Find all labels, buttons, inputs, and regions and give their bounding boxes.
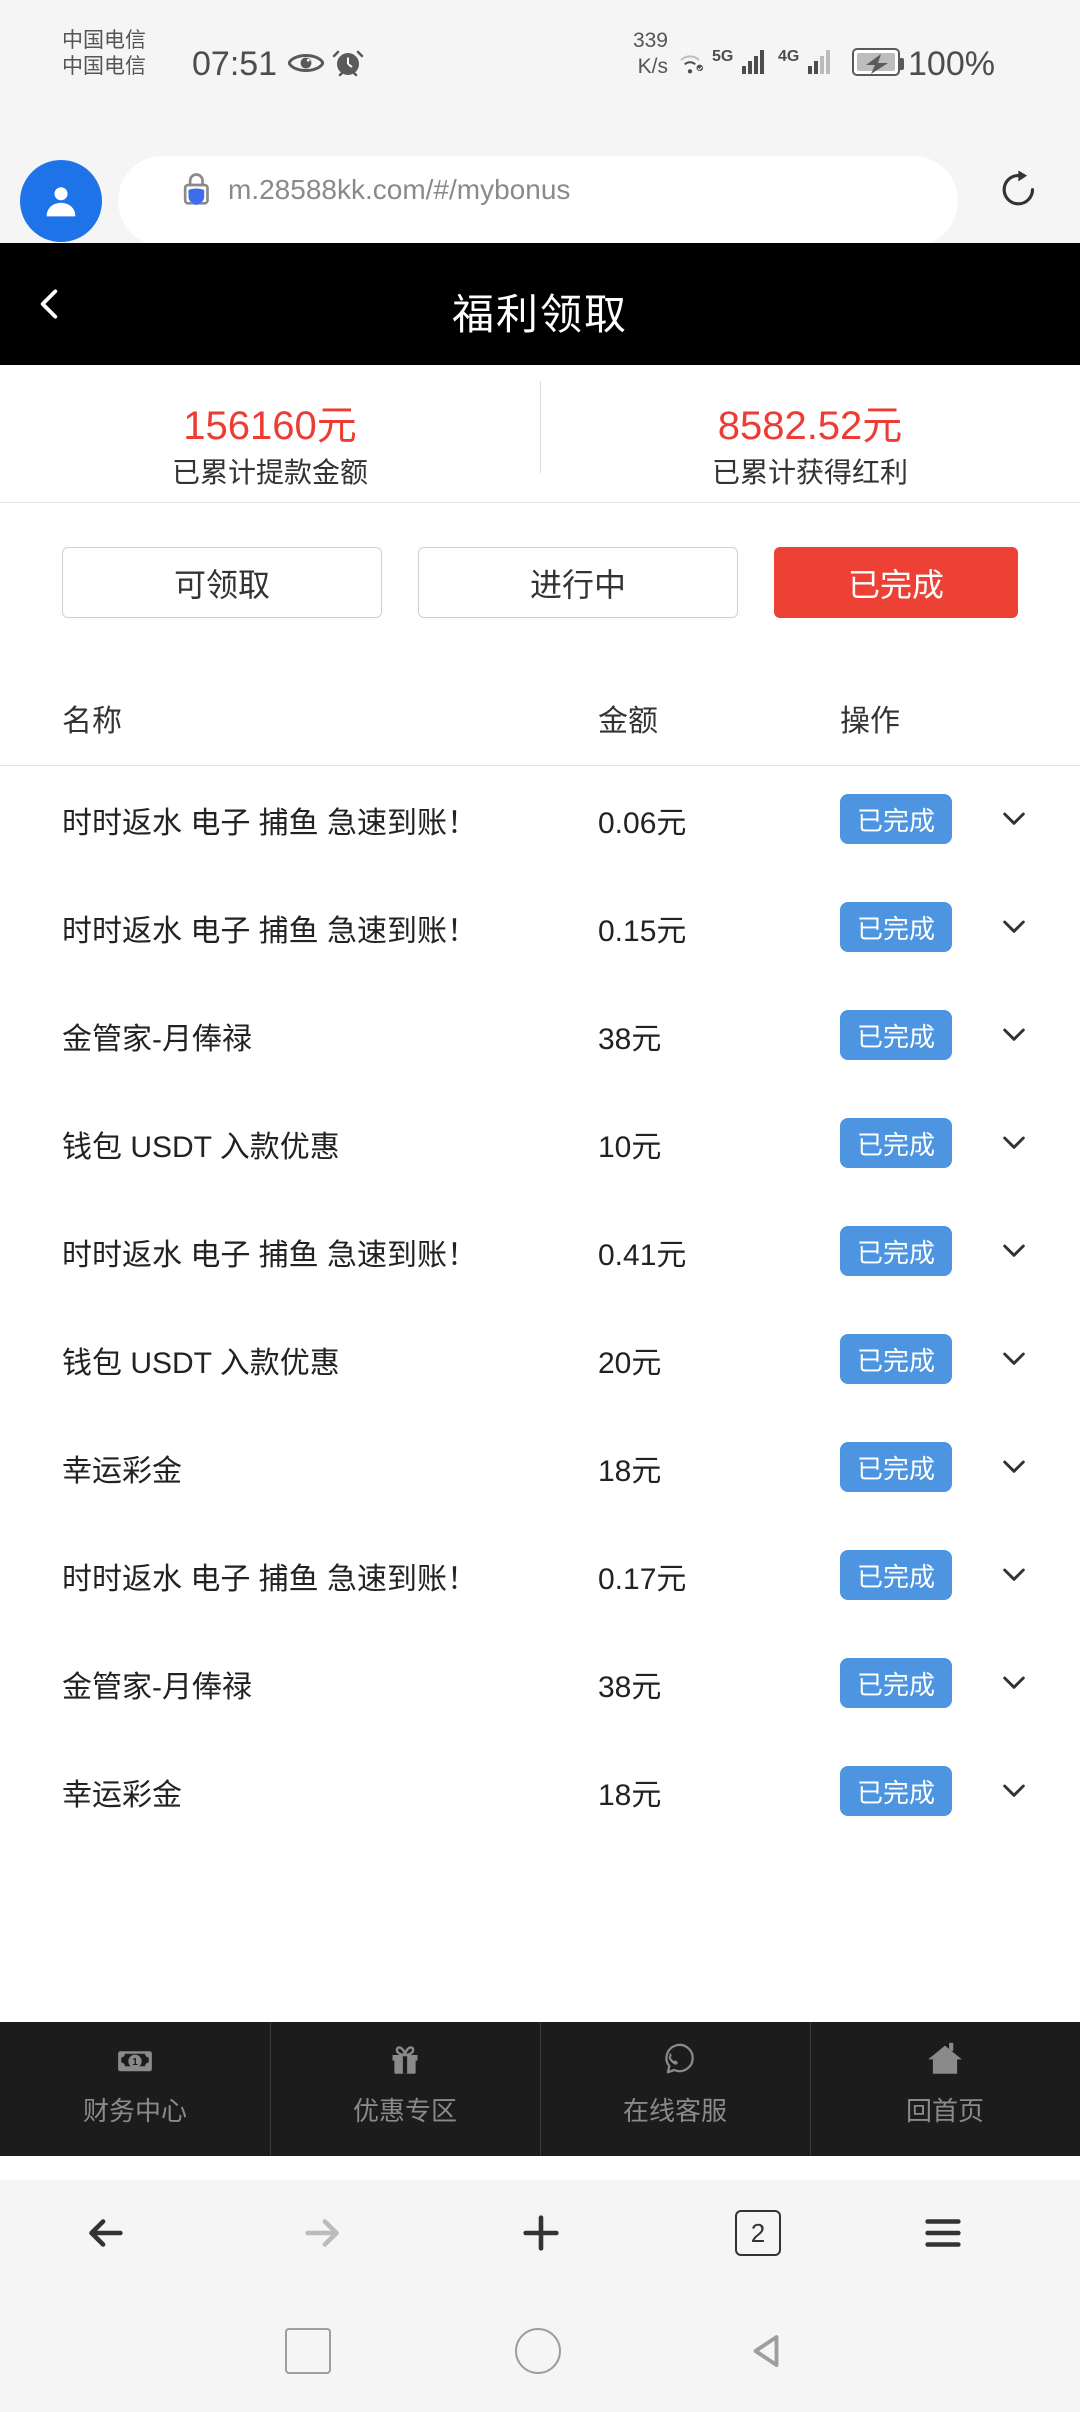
svg-text:1: 1 <box>132 2057 138 2068</box>
